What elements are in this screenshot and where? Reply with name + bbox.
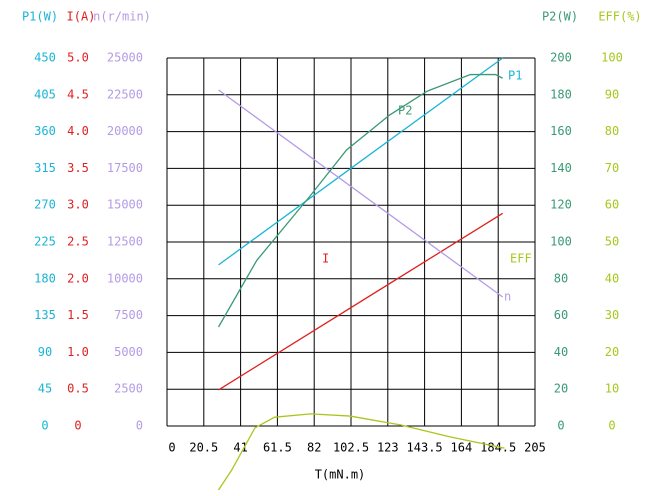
y-tick-label: 90 bbox=[38, 345, 52, 359]
y-tick-label: 20 bbox=[605, 345, 619, 359]
series-label: EFF bbox=[510, 252, 532, 266]
y-tick-label: 3.5 bbox=[67, 161, 89, 175]
series-label: n bbox=[504, 290, 511, 304]
axis-title: P1(W) bbox=[22, 10, 58, 24]
y-tick-label: 0 bbox=[41, 419, 48, 433]
y-tick-label: 40 bbox=[605, 271, 619, 285]
y-tick-label: 270 bbox=[34, 198, 56, 212]
y-tick-label: 120 bbox=[550, 198, 572, 212]
y-tick-label: 1.0 bbox=[67, 345, 89, 359]
y-tick-label: 10000 bbox=[107, 271, 143, 285]
y-tick-label: 60 bbox=[605, 198, 619, 212]
y-tick-label: 5000 bbox=[114, 345, 143, 359]
series-line bbox=[217, 73, 503, 328]
y-tick-label: 2500 bbox=[114, 382, 143, 396]
x-tick-label: 143.5 bbox=[407, 441, 443, 455]
y-tick-label: 2.5 bbox=[67, 235, 89, 249]
y-tick-label: 0 bbox=[136, 419, 143, 433]
y-tick-label: 0.5 bbox=[67, 382, 89, 396]
y-tick-label: 360 bbox=[34, 124, 56, 138]
y-tick-label: 0 bbox=[74, 419, 81, 433]
x-tick-label: 184.5 bbox=[480, 441, 516, 455]
series-line bbox=[217, 413, 505, 491]
x-tick-label: 123 bbox=[377, 441, 399, 455]
y-tick-label: 100 bbox=[601, 51, 623, 65]
y-tick-label: 17500 bbox=[107, 161, 143, 175]
series-line bbox=[218, 89, 504, 298]
y-tick-label: 3.0 bbox=[67, 198, 89, 212]
y-tick-label: 10 bbox=[605, 382, 619, 396]
y-tick-label: 4.0 bbox=[67, 124, 89, 138]
x-tick-label: 0 bbox=[168, 441, 175, 455]
series-label: P1 bbox=[508, 69, 522, 83]
y-tick-label: 135 bbox=[34, 308, 56, 322]
y-tick-label: 405 bbox=[34, 87, 56, 101]
y-tick-label: 50 bbox=[605, 235, 619, 249]
x-tick-label: 82 bbox=[307, 441, 321, 455]
y-tick-label: 70 bbox=[605, 161, 619, 175]
x-tick-label: 61.5 bbox=[263, 441, 292, 455]
y-tick-label: 1.5 bbox=[67, 308, 89, 322]
y-tick-label: 225 bbox=[34, 235, 56, 249]
y-tick-label: 180 bbox=[34, 271, 56, 285]
series-line bbox=[218, 57, 504, 266]
y-tick-label: 45 bbox=[38, 382, 52, 396]
axis-title: I(A) bbox=[67, 10, 96, 24]
y-tick-label: 12500 bbox=[107, 235, 143, 249]
y-tick-label: 200 bbox=[550, 51, 572, 65]
y-tick-label: 315 bbox=[34, 161, 56, 175]
y-tick-label: 90 bbox=[605, 87, 619, 101]
x-tick-label: 205 bbox=[524, 441, 546, 455]
y-tick-label: 180 bbox=[550, 87, 572, 101]
y-tick-label: 60 bbox=[554, 308, 568, 322]
x-axis-label: T(mN.m) bbox=[315, 468, 366, 482]
y-tick-label: 5.0 bbox=[67, 51, 89, 65]
axis-title: EFF(%) bbox=[598, 10, 641, 24]
y-tick-label: 40 bbox=[554, 345, 568, 359]
series-line bbox=[218, 212, 504, 391]
series-label: P2 bbox=[398, 104, 412, 118]
axis-title: n(r/min) bbox=[93, 10, 151, 24]
y-tick-label: 0 bbox=[608, 419, 615, 433]
y-tick-label: 25000 bbox=[107, 51, 143, 65]
y-tick-label: 30 bbox=[605, 308, 619, 322]
y-tick-label: 4.5 bbox=[67, 87, 89, 101]
x-tick-label: 102.5 bbox=[333, 441, 369, 455]
y-tick-label: 160 bbox=[550, 124, 572, 138]
y-tick-label: 7500 bbox=[114, 308, 143, 322]
y-tick-label: 80 bbox=[554, 271, 568, 285]
x-tick-label: 164 bbox=[451, 441, 473, 455]
y-tick-label: 22500 bbox=[107, 87, 143, 101]
y-tick-label: 0 bbox=[557, 419, 564, 433]
y-tick-label: 140 bbox=[550, 161, 572, 175]
y-tick-label: 15000 bbox=[107, 198, 143, 212]
axis-title: P2(W) bbox=[542, 10, 578, 24]
x-tick-label: 41 bbox=[233, 441, 247, 455]
y-tick-label: 20 bbox=[554, 382, 568, 396]
series-label: I bbox=[322, 252, 329, 266]
y-tick-label: 450 bbox=[34, 51, 56, 65]
y-tick-label: 80 bbox=[605, 124, 619, 138]
y-tick-label: 100 bbox=[550, 235, 572, 249]
x-tick-label: 20.5 bbox=[189, 441, 218, 455]
y-tick-label: 20000 bbox=[107, 124, 143, 138]
y-tick-label: 2.0 bbox=[67, 271, 89, 285]
